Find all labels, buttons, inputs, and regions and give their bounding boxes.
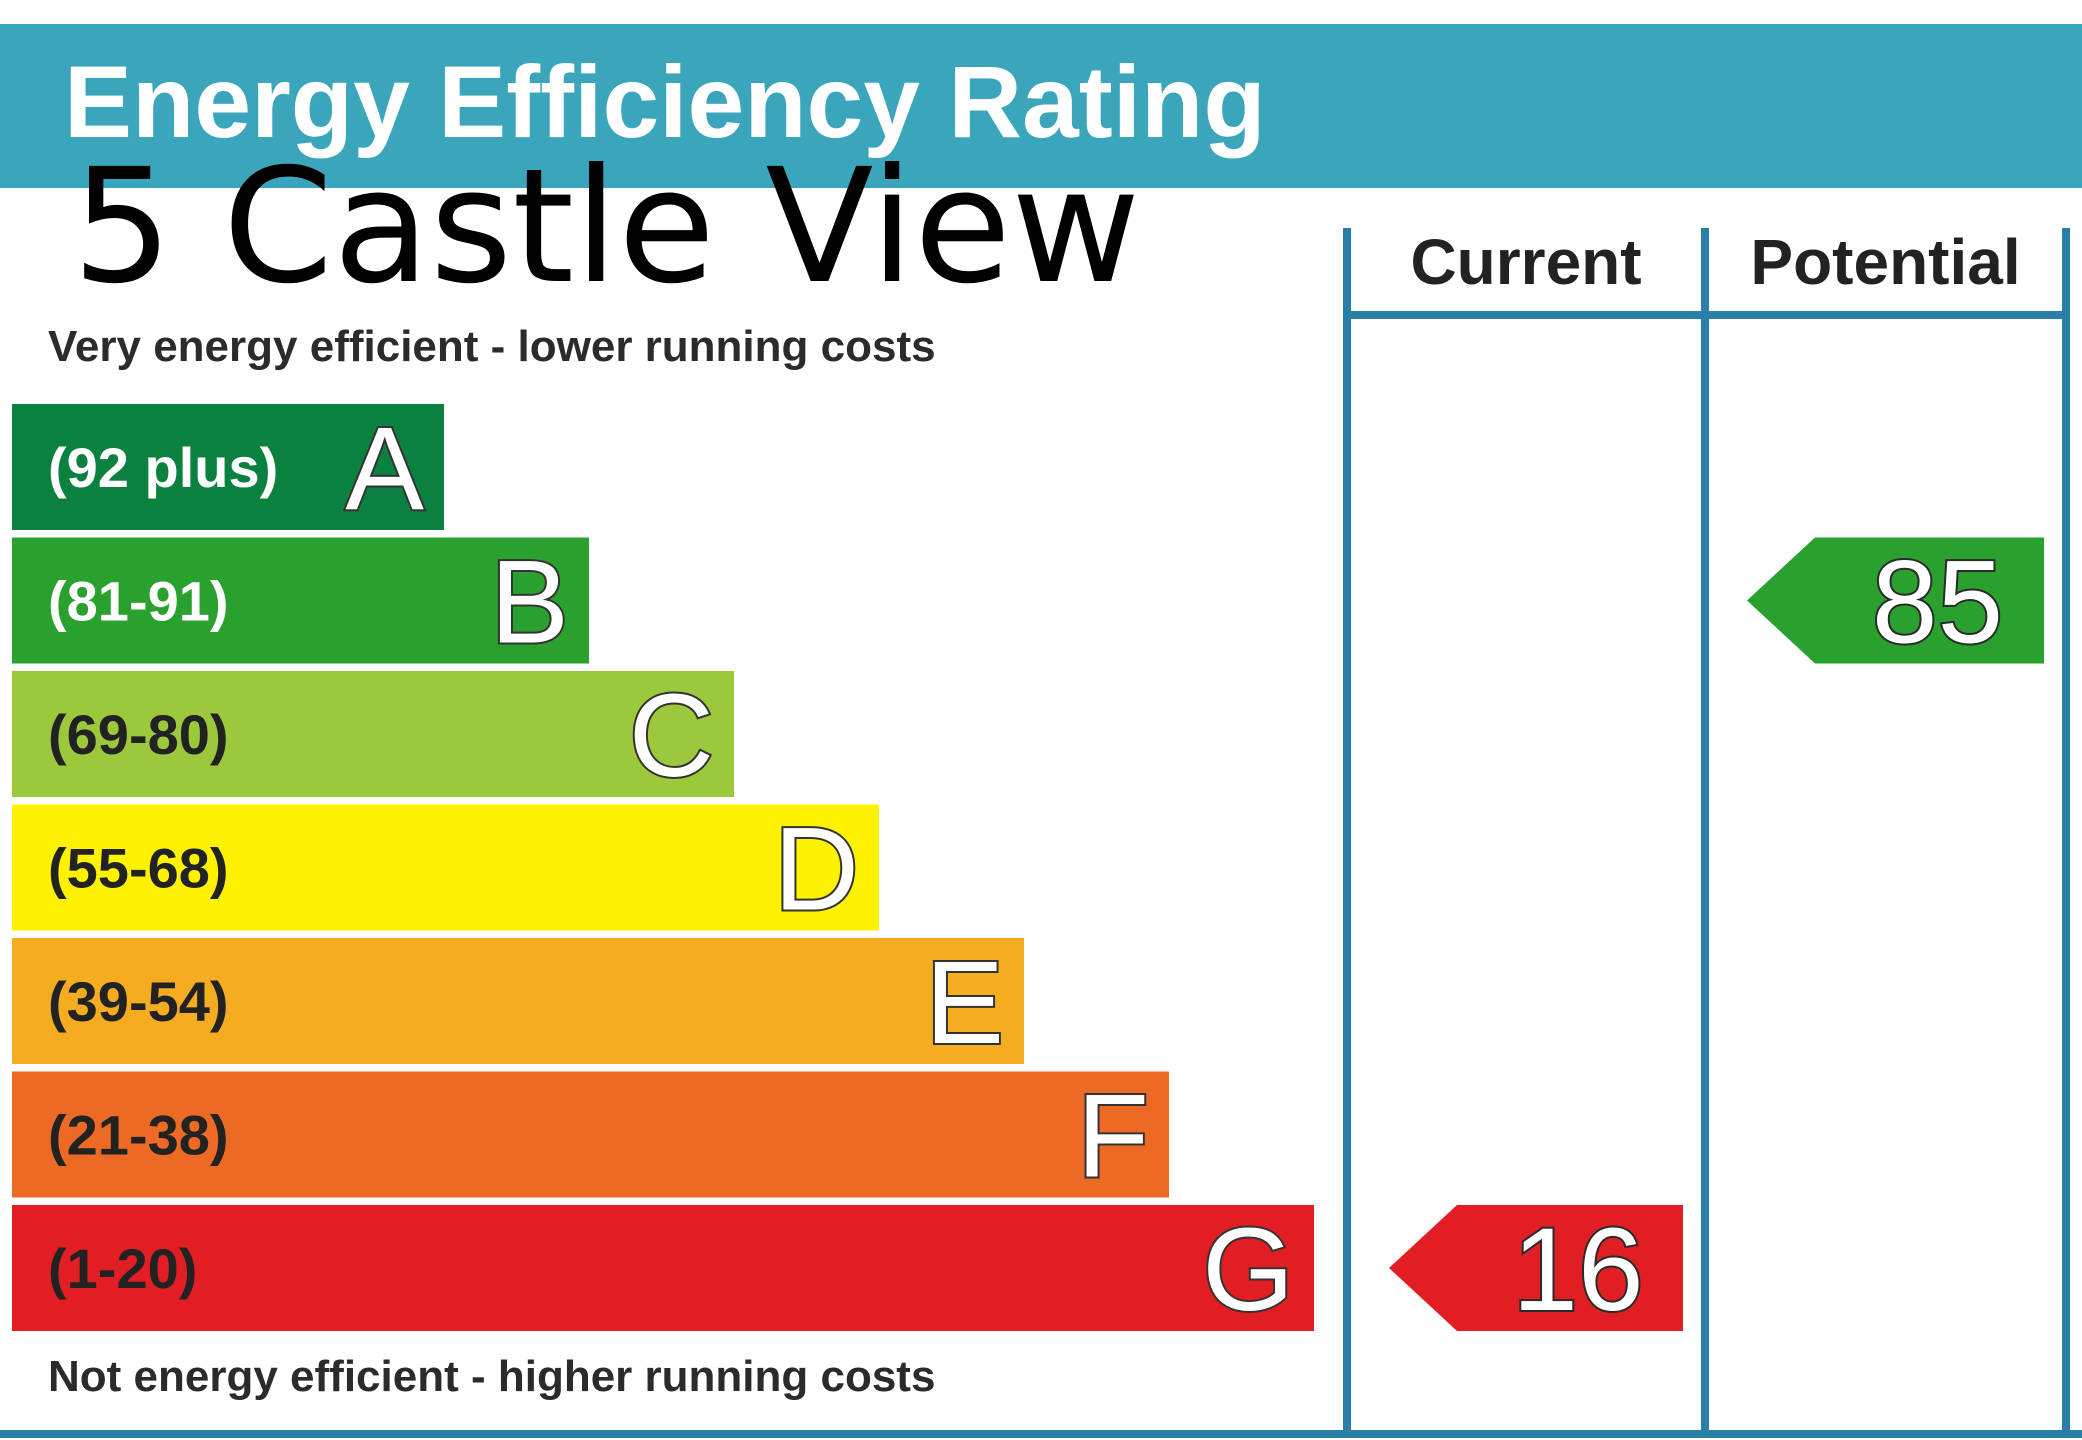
band-f: (21-38) F: [12, 1069, 1169, 1205]
band-letter-b: B: [490, 537, 569, 669]
band-range-g: (1-20): [48, 1237, 197, 1300]
column-header-potential: Potential: [1750, 226, 2020, 298]
band-bar-g: [12, 1205, 1314, 1331]
band-letter-g: G: [1202, 1204, 1294, 1336]
chart-title: Energy Efficiency Rating: [64, 45, 1266, 159]
column-header-current: Current: [1410, 226, 1641, 298]
band-bar-a: [12, 404, 444, 530]
potential-rating-value: 85: [1872, 537, 2003, 669]
band-range-d: (55-68): [48, 837, 229, 900]
band-d: (55-68) D: [12, 802, 879, 938]
bottom-caption: Not energy efficient - higher running co…: [48, 1352, 936, 1401]
band-range-c: (69-80): [48, 703, 229, 766]
band-bars: (92 plus) A(81-91) B(69-80) C(55-68) D(39-54…: [12, 401, 1314, 1338]
band-bar-f: [12, 1071, 1169, 1198]
potential-rating-arrow-shape: [1747, 537, 2044, 664]
band-bar-b: [12, 537, 589, 664]
band-letter-a: A: [345, 403, 424, 535]
band-bar-c: [12, 671, 734, 797]
band-letter-d: D: [774, 804, 859, 936]
band-bar-e: [12, 938, 1024, 1064]
current-rating-arrow: 16: [1389, 1202, 1683, 1338]
current-rating-value: 16: [1512, 1204, 1643, 1336]
band-letter-e: E: [925, 937, 1004, 1069]
band-letter-f: F: [1077, 1071, 1149, 1203]
band-e: (39-54) E: [12, 935, 1024, 1071]
band-letter-c: C: [629, 670, 714, 802]
header-bar: [0, 24, 2082, 188]
column-frame: Current Potential: [0, 226, 2082, 1438]
band-a: (92 plus) A: [12, 401, 444, 537]
band-bar-d: [12, 804, 879, 931]
band-b: (81-91) B: [12, 535, 589, 671]
address-subtitle: 5 Castle View: [72, 135, 1141, 319]
band-c: (69-80) C: [12, 668, 734, 804]
current-rating-arrow-shape: [1389, 1205, 1683, 1331]
band-range-f: (21-38): [48, 1104, 229, 1167]
top-caption: Very energy efficient - lower running co…: [48, 322, 936, 371]
band-range-a: (92 plus): [48, 436, 278, 499]
potential-rating-arrow: 85: [1747, 535, 2044, 671]
band-g: (1-20) G: [12, 1202, 1314, 1338]
band-range-e: (39-54): [48, 970, 229, 1033]
band-range-b: (81-91): [48, 570, 229, 633]
